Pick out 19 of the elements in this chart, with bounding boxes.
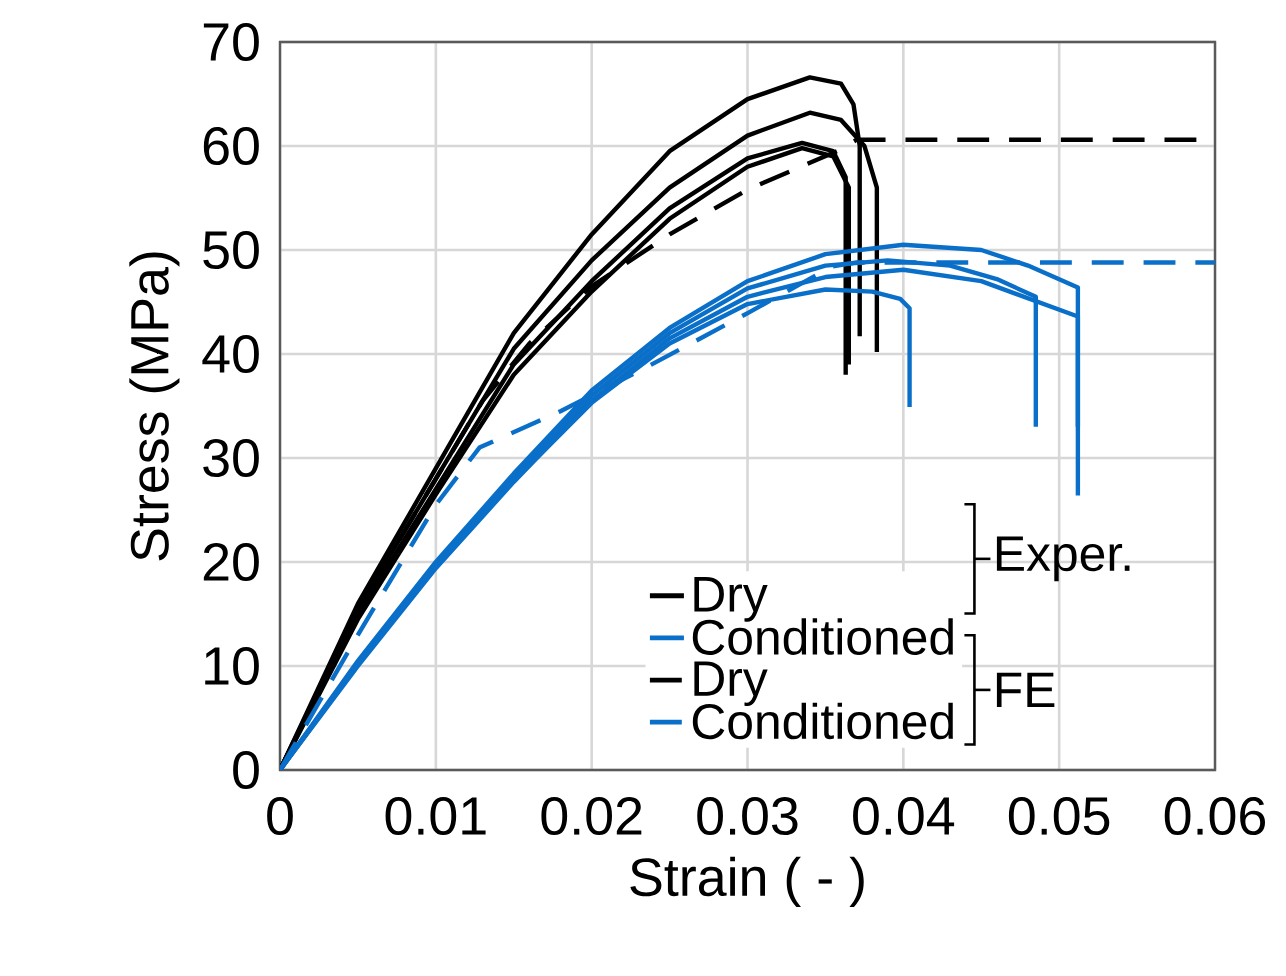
- x-tick-label: 0.06: [1164, 797, 1265, 836]
- annotation: FE: [996, 672, 1055, 708]
- x-tick-label: 0.04: [853, 797, 955, 836]
- x-tick-label: 0.03: [697, 797, 798, 836]
- x-axis-title: Strain ( - ): [630, 856, 864, 907]
- y-tick-label: 0: [233, 750, 259, 790]
- x-tick-label: 0.01: [385, 797, 486, 836]
- y-tick-label: 60: [203, 126, 259, 166]
- x-tick-label: 0: [267, 797, 293, 836]
- x-tick-label: 0.05: [1008, 797, 1110, 836]
- y-tick-label: 50: [203, 230, 259, 270]
- y-tick-label: 40: [202, 334, 259, 374]
- x-tick-label: 0.02: [541, 797, 642, 836]
- y-tick-label: 10: [205, 646, 259, 686]
- y-tick-label: 70: [203, 22, 259, 62]
- y-axis-title: Stress (MPa): [129, 252, 180, 561]
- annotation: Exper.: [996, 536, 1130, 582]
- y-tick-label: 20: [203, 542, 259, 582]
- y-tick-label: 30: [203, 438, 259, 478]
